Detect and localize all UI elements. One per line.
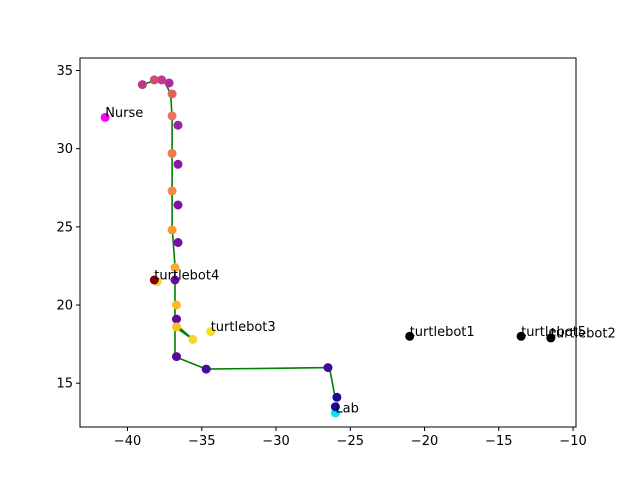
- data-point: [330, 408, 340, 418]
- annotation-label: turtlebot4: [154, 269, 219, 284]
- data-point: [188, 334, 198, 344]
- axes: −40 −35 −30 −25 −20 −15 −10 15 20 25 30 35: [56, 57, 587, 449]
- data-point: [100, 112, 110, 122]
- data-point: [172, 300, 181, 310]
- data-point: [206, 327, 216, 337]
- x-tick-label: −20: [411, 434, 438, 449]
- data-point: [149, 275, 159, 285]
- x-tick-label: −30: [262, 434, 289, 449]
- annotation-label: Nurse: [105, 106, 143, 121]
- annotation-label: turtlebot3: [211, 320, 276, 335]
- data-point: [149, 75, 159, 85]
- data-point: [173, 120, 183, 130]
- data-point: [173, 238, 183, 247]
- data-point: [330, 402, 340, 412]
- data-point: [173, 200, 183, 210]
- y-tick-label: 25: [56, 220, 73, 235]
- annotation-layer: Nurse turtlebot4 turtlebot3 turtlebot1 turtl…: [105, 106, 616, 416]
- x-tick-label: −10: [559, 434, 586, 449]
- data-point: [516, 331, 526, 341]
- x-tick-label: −35: [188, 434, 215, 449]
- annotation-label: turtlebot2: [551, 326, 616, 341]
- data-point: [167, 89, 177, 99]
- data-point: [332, 392, 342, 402]
- data-point: [172, 322, 181, 332]
- y-tick-label: 30: [56, 142, 73, 157]
- x-tick-label: −40: [114, 434, 141, 449]
- y-tick-label: 35: [56, 64, 73, 79]
- annotation-label: turtlebot1: [410, 325, 475, 340]
- data-point: [172, 352, 181, 362]
- data-point: [167, 186, 177, 196]
- data-point: [170, 263, 180, 272]
- data-point: [167, 225, 177, 235]
- x-tick-label: −15: [485, 434, 512, 449]
- data-point: [323, 363, 333, 373]
- data-point: [137, 80, 147, 90]
- annotation-label: turtlebot5: [521, 325, 586, 340]
- data-point: [172, 314, 181, 324]
- y-tick-label: 20: [56, 299, 73, 314]
- data-point: [546, 333, 556, 343]
- data-point: [173, 159, 183, 169]
- data-point: [167, 111, 177, 121]
- data-point: [164, 78, 174, 88]
- x-tick-label: −25: [337, 434, 364, 449]
- plot-frame: [79, 57, 577, 428]
- data-point: [170, 275, 180, 285]
- data-point: [167, 148, 177, 158]
- annotation-label: Lab: [335, 401, 358, 416]
- y-tick-label: 15: [56, 377, 73, 392]
- points-layer: [100, 75, 556, 418]
- data-point: [201, 364, 211, 374]
- data-point: [157, 75, 167, 85]
- data-point: [405, 331, 415, 341]
